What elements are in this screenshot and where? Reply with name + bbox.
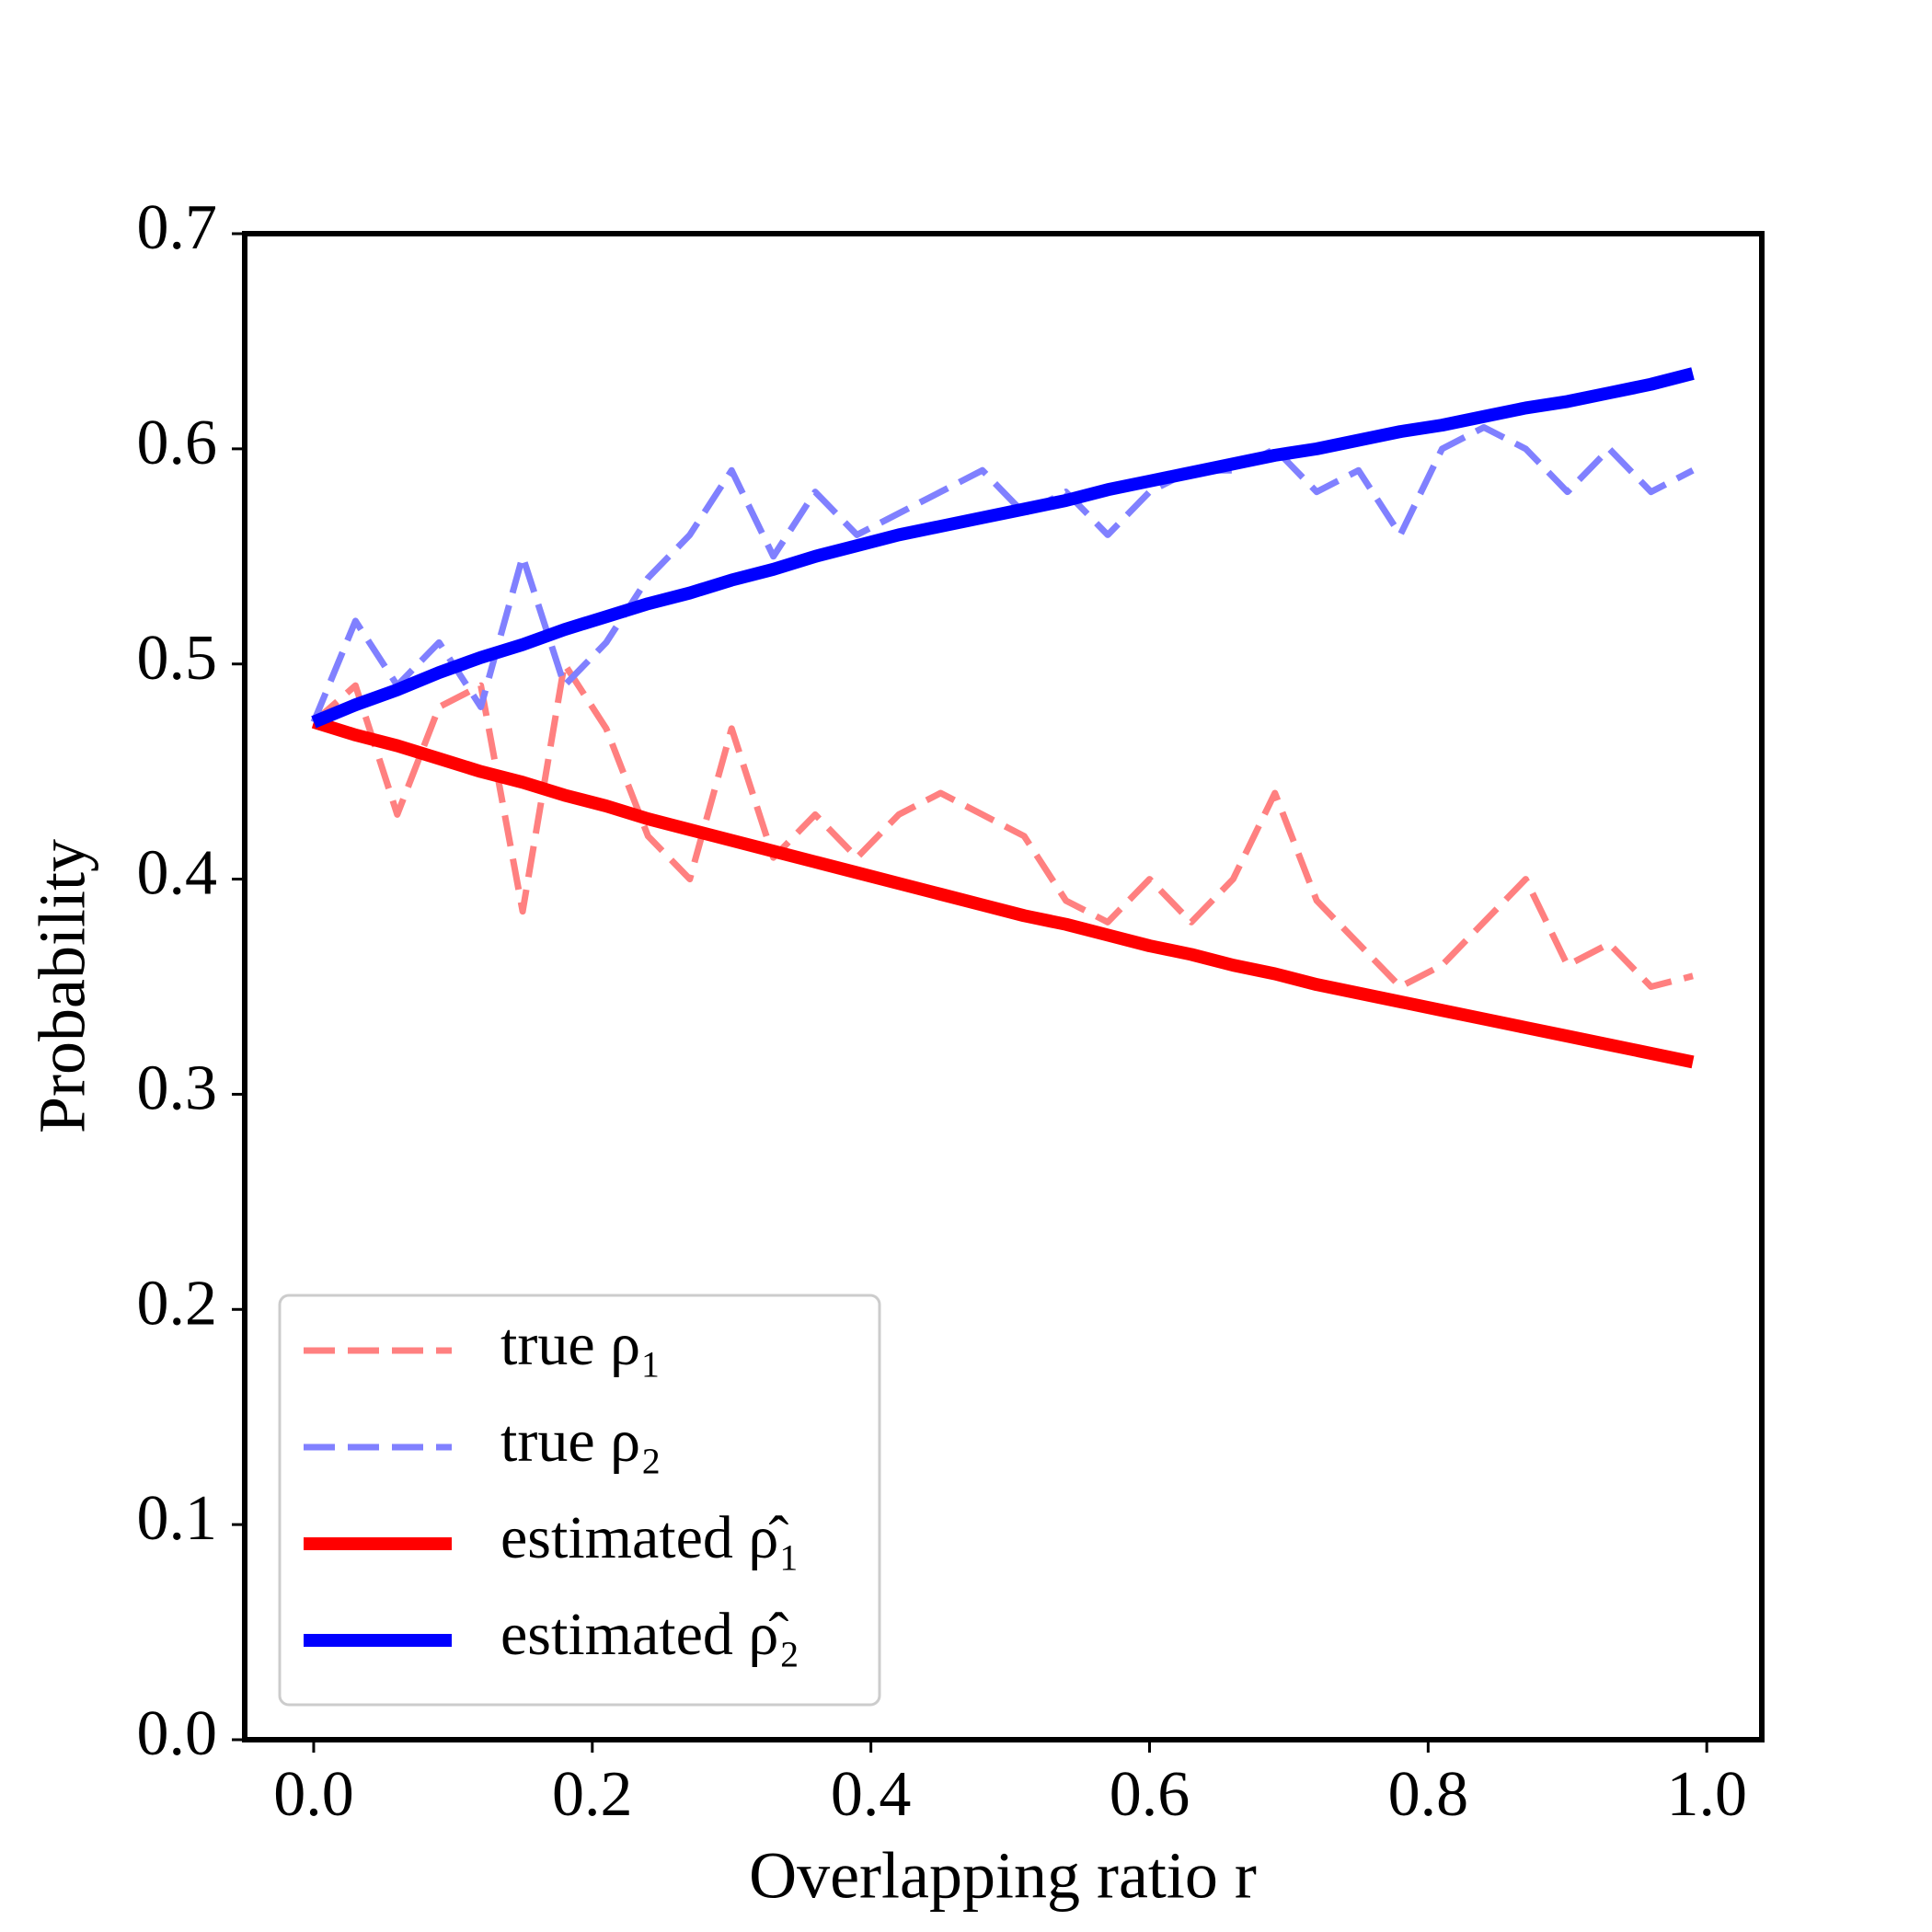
x-tick-label: 0.4: [831, 1759, 912, 1830]
x-axis-label: Overlapping ratio r: [749, 1839, 1257, 1913]
legend-box: [278, 1294, 881, 1707]
x-tick-label: 0.8: [1388, 1759, 1469, 1830]
legend-label: true ρ₂: [500, 1408, 661, 1475]
x-tick-label: 0.2: [552, 1759, 633, 1830]
y-tick-label: 0.6: [137, 408, 218, 478]
x-tick-label: 0.0: [273, 1759, 354, 1830]
x-tick-label: 0.6: [1110, 1759, 1190, 1830]
y-tick-label: 0.7: [137, 192, 218, 263]
y-tick-label: 0.0: [137, 1698, 218, 1769]
y-tick-label: 0.1: [137, 1483, 218, 1554]
y-tick-label: 0.5: [137, 623, 218, 694]
series-line: [310, 423, 1695, 724]
series-line: [311, 716, 1695, 1069]
legend-label: true ρ₁: [500, 1311, 661, 1378]
y-axis-label: Probability: [26, 839, 99, 1133]
series-line: [311, 367, 1695, 729]
legend-label: estimated ρ̂₂: [500, 1601, 799, 1668]
x-tick-label: 1.0: [1666, 1759, 1747, 1830]
axes-frame: [242, 231, 1765, 1742]
y-tick-label: 0.2: [137, 1268, 218, 1339]
legend-label: estimated ρ̂₁: [500, 1504, 799, 1571]
y-tick-label: 0.3: [137, 1052, 218, 1123]
y-tick-label: 0.4: [137, 838, 218, 909]
